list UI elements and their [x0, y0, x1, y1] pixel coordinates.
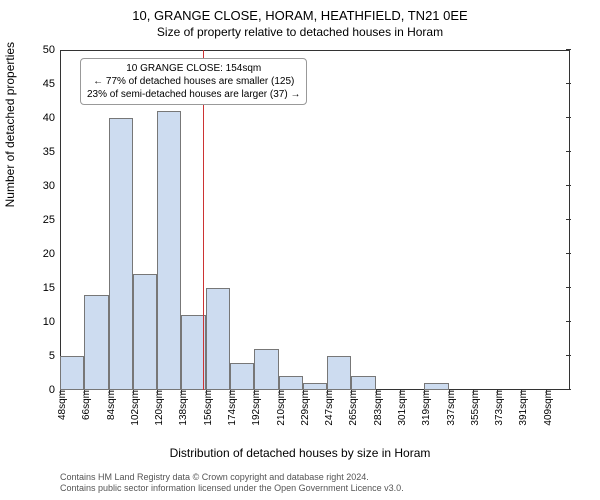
annotation-line: ← 77% of detached houses are smaller (12… — [87, 75, 300, 88]
histogram-bar — [254, 349, 278, 390]
y-tick-mark — [566, 83, 571, 84]
x-tick-label: 301sqm — [392, 390, 408, 426]
y-tick-label: 50 — [43, 44, 60, 56]
y-tick-label: 10 — [43, 316, 60, 328]
x-axis-label: Distribution of detached houses by size … — [0, 446, 600, 460]
annotation-box: 10 GRANGE CLOSE: 154sqm← 77% of detached… — [80, 58, 307, 105]
x-tick-label: 120sqm — [149, 390, 165, 426]
x-tick-mark — [521, 390, 522, 395]
footer-attribution: Contains HM Land Registry data © Crown c… — [60, 472, 404, 495]
x-tick-mark — [327, 390, 328, 395]
annotation-line: 23% of semi-detached houses are larger (… — [87, 88, 300, 101]
x-tick-label: 373sqm — [489, 390, 505, 426]
x-tick-label: 229sqm — [295, 390, 311, 426]
x-tick-label: 102sqm — [125, 390, 141, 426]
x-tick-mark — [424, 390, 425, 395]
x-tick-mark — [60, 390, 61, 395]
x-tick-mark — [109, 390, 110, 395]
x-tick-label: 337sqm — [441, 390, 457, 426]
x-tick-mark — [254, 390, 255, 395]
x-tick-label: 391sqm — [513, 390, 529, 426]
x-tick-mark — [351, 390, 352, 395]
x-tick-label: 247sqm — [319, 390, 335, 426]
x-tick-label: 138sqm — [173, 390, 189, 426]
x-tick-label: 409sqm — [538, 390, 554, 426]
y-tick-mark — [566, 219, 571, 220]
title-sub: Size of property relative to detached ho… — [0, 23, 600, 39]
x-tick-mark — [279, 390, 280, 395]
histogram-bar — [84, 295, 108, 390]
y-tick-label: 20 — [43, 248, 60, 260]
y-tick-label: 45 — [43, 78, 60, 90]
x-tick-mark — [230, 390, 231, 395]
x-tick-mark — [206, 390, 207, 395]
histogram-bar — [351, 376, 375, 390]
chart-area: 0510152025303540455048sqm66sqm84sqm102sq… — [60, 50, 570, 390]
y-tick-mark — [566, 151, 571, 152]
y-tick-mark — [566, 117, 571, 118]
x-tick-mark — [497, 390, 498, 395]
histogram-bar — [109, 118, 133, 390]
y-tick-label: 40 — [43, 112, 60, 124]
x-tick-mark — [157, 390, 158, 395]
y-tick-mark — [566, 287, 571, 288]
x-tick-label: 319sqm — [416, 390, 432, 426]
x-tick-mark — [376, 390, 377, 395]
x-tick-mark — [546, 390, 547, 395]
x-tick-mark — [84, 390, 85, 395]
y-tick-label: 25 — [43, 214, 60, 226]
histogram-bar — [230, 363, 254, 390]
y-tick-mark — [566, 185, 571, 186]
histogram-bar — [424, 383, 448, 390]
x-tick-label: 192sqm — [246, 390, 262, 426]
histogram-bar — [303, 383, 327, 390]
y-tick-label: 15 — [43, 282, 60, 294]
histogram-bar — [279, 376, 303, 390]
x-tick-mark — [303, 390, 304, 395]
x-tick-mark — [473, 390, 474, 395]
x-tick-label: 210sqm — [271, 390, 287, 426]
histogram-bar — [60, 356, 84, 390]
x-tick-label: 174sqm — [222, 390, 238, 426]
x-tick-label: 265sqm — [343, 390, 359, 426]
footer-line2: Contains public sector information licen… — [60, 483, 404, 495]
x-tick-mark — [400, 390, 401, 395]
x-tick-mark — [181, 390, 182, 395]
y-tick-mark — [566, 389, 571, 390]
x-tick-label: 283sqm — [368, 390, 384, 426]
histogram-bar — [133, 274, 157, 390]
y-axis-label: Number of detached properties — [3, 42, 17, 207]
annotation-line: 10 GRANGE CLOSE: 154sqm — [87, 62, 300, 75]
x-tick-label: 156sqm — [198, 390, 214, 426]
histogram-bar — [157, 111, 181, 390]
y-tick-mark — [566, 49, 571, 50]
y-tick-mark — [566, 253, 571, 254]
histogram-bar — [206, 288, 230, 390]
title-main: 10, GRANGE CLOSE, HORAM, HEATHFIELD, TN2… — [0, 0, 600, 23]
footer-line1: Contains HM Land Registry data © Crown c… — [60, 472, 404, 484]
y-tick-label: 5 — [49, 350, 60, 362]
x-tick-label: 355sqm — [465, 390, 481, 426]
histogram-bar — [327, 356, 351, 390]
y-tick-label: 30 — [43, 180, 60, 192]
y-tick-mark — [566, 355, 571, 356]
x-tick-mark — [133, 390, 134, 395]
y-tick-mark — [566, 321, 571, 322]
x-tick-mark — [449, 390, 450, 395]
y-tick-label: 35 — [43, 146, 60, 158]
